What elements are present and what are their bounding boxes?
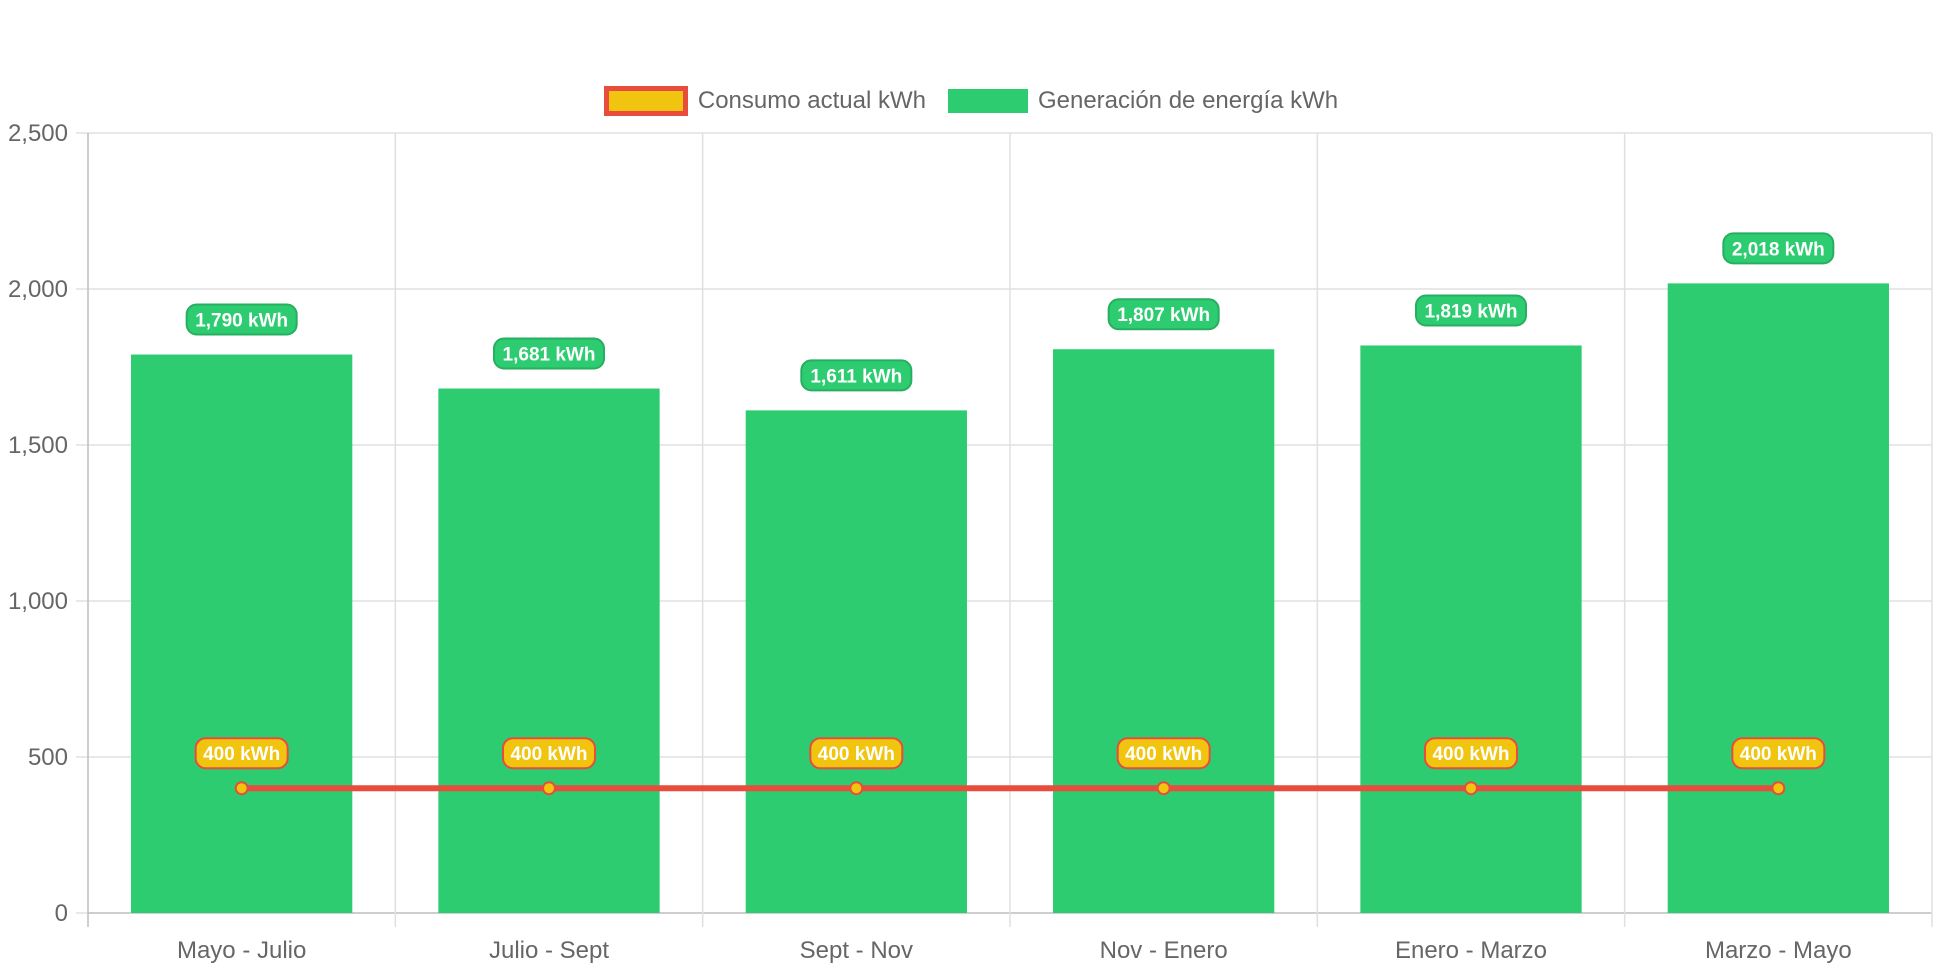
legend: Consumo actual kWh Generación de energía… bbox=[0, 86, 1942, 116]
line-data-label: 400 kWh bbox=[818, 744, 895, 765]
line-point bbox=[1156, 781, 1171, 796]
line-point bbox=[542, 781, 556, 796]
bar bbox=[745, 410, 967, 913]
bar-data-label-box bbox=[1415, 294, 1527, 327]
bar-data-label-box bbox=[800, 359, 913, 392]
bar-data-label: 1,807 kWh bbox=[1117, 305, 1210, 326]
bar bbox=[1667, 283, 1889, 913]
line-point bbox=[1464, 781, 1478, 796]
bar bbox=[131, 354, 353, 913]
line-data-label-box bbox=[1731, 737, 1826, 770]
line-data-label-box bbox=[1116, 737, 1211, 770]
y-tick-label: 0 bbox=[55, 900, 68, 927]
legend-swatch-consumo bbox=[603, 86, 688, 116]
line-data-label-box bbox=[194, 737, 289, 770]
bar-data-label: 1,611 kWh bbox=[810, 366, 902, 387]
line-data-label: 400 kWh bbox=[203, 744, 280, 765]
bar-data-label: 1,819 kWh bbox=[1425, 301, 1518, 322]
bar bbox=[1053, 349, 1275, 913]
bar bbox=[438, 388, 660, 913]
line-data-label: 400 kWh bbox=[1432, 744, 1509, 765]
line-point bbox=[234, 781, 249, 796]
bar-data-label-box bbox=[493, 337, 605, 370]
y-tick-label: 1,000 bbox=[8, 588, 68, 615]
bar-data-label: 1,681 kWh bbox=[503, 345, 596, 366]
x-tick-label: Marzo - Mayo bbox=[1705, 937, 1852, 964]
bar-data-label-box bbox=[185, 303, 298, 336]
line-data-label: 400 kWh bbox=[1125, 744, 1202, 765]
x-tick-label: Julio - Sept bbox=[489, 937, 609, 964]
bar-data-label-box bbox=[1107, 298, 1220, 331]
line-data-label-box bbox=[809, 737, 904, 770]
line-point bbox=[1771, 781, 1786, 796]
bar-data-label-box bbox=[1722, 232, 1835, 265]
line-data-label: 400 kWh bbox=[510, 744, 587, 765]
y-tick-label: 500 bbox=[28, 744, 68, 771]
x-tick-label: Nov - Enero bbox=[1100, 937, 1228, 964]
y-tick-label: 2,000 bbox=[8, 276, 68, 303]
y-tick-label: 1,500 bbox=[8, 432, 68, 459]
legend-label-consumo: Consumo actual kWh bbox=[697, 87, 926, 114]
bar-data-label: 1,790 kWh bbox=[195, 311, 288, 332]
x-tick-label: Mayo - Julio bbox=[177, 937, 306, 964]
legend-item-consumo[interactable]: Consumo actual kWh bbox=[603, 86, 926, 116]
line-data-label: 400 kWh bbox=[1740, 744, 1817, 765]
legend-swatch-generacion bbox=[947, 89, 1028, 113]
bar bbox=[1360, 345, 1582, 913]
legend-label-generacion: Generación de energía kWh bbox=[1037, 87, 1339, 114]
legend-item-generacion[interactable]: Generación de energía kWh bbox=[947, 87, 1339, 115]
line-data-label-box bbox=[502, 737, 596, 770]
bar-data-label: 2,018 kWh bbox=[1732, 239, 1825, 260]
x-tick-label: Enero - Marzo bbox=[1395, 937, 1547, 964]
y-tick-label: 2,500 bbox=[8, 120, 68, 147]
line-data-label-box bbox=[1424, 737, 1518, 770]
x-tick-label: Sept - Nov bbox=[800, 937, 913, 964]
line-point bbox=[849, 781, 864, 796]
